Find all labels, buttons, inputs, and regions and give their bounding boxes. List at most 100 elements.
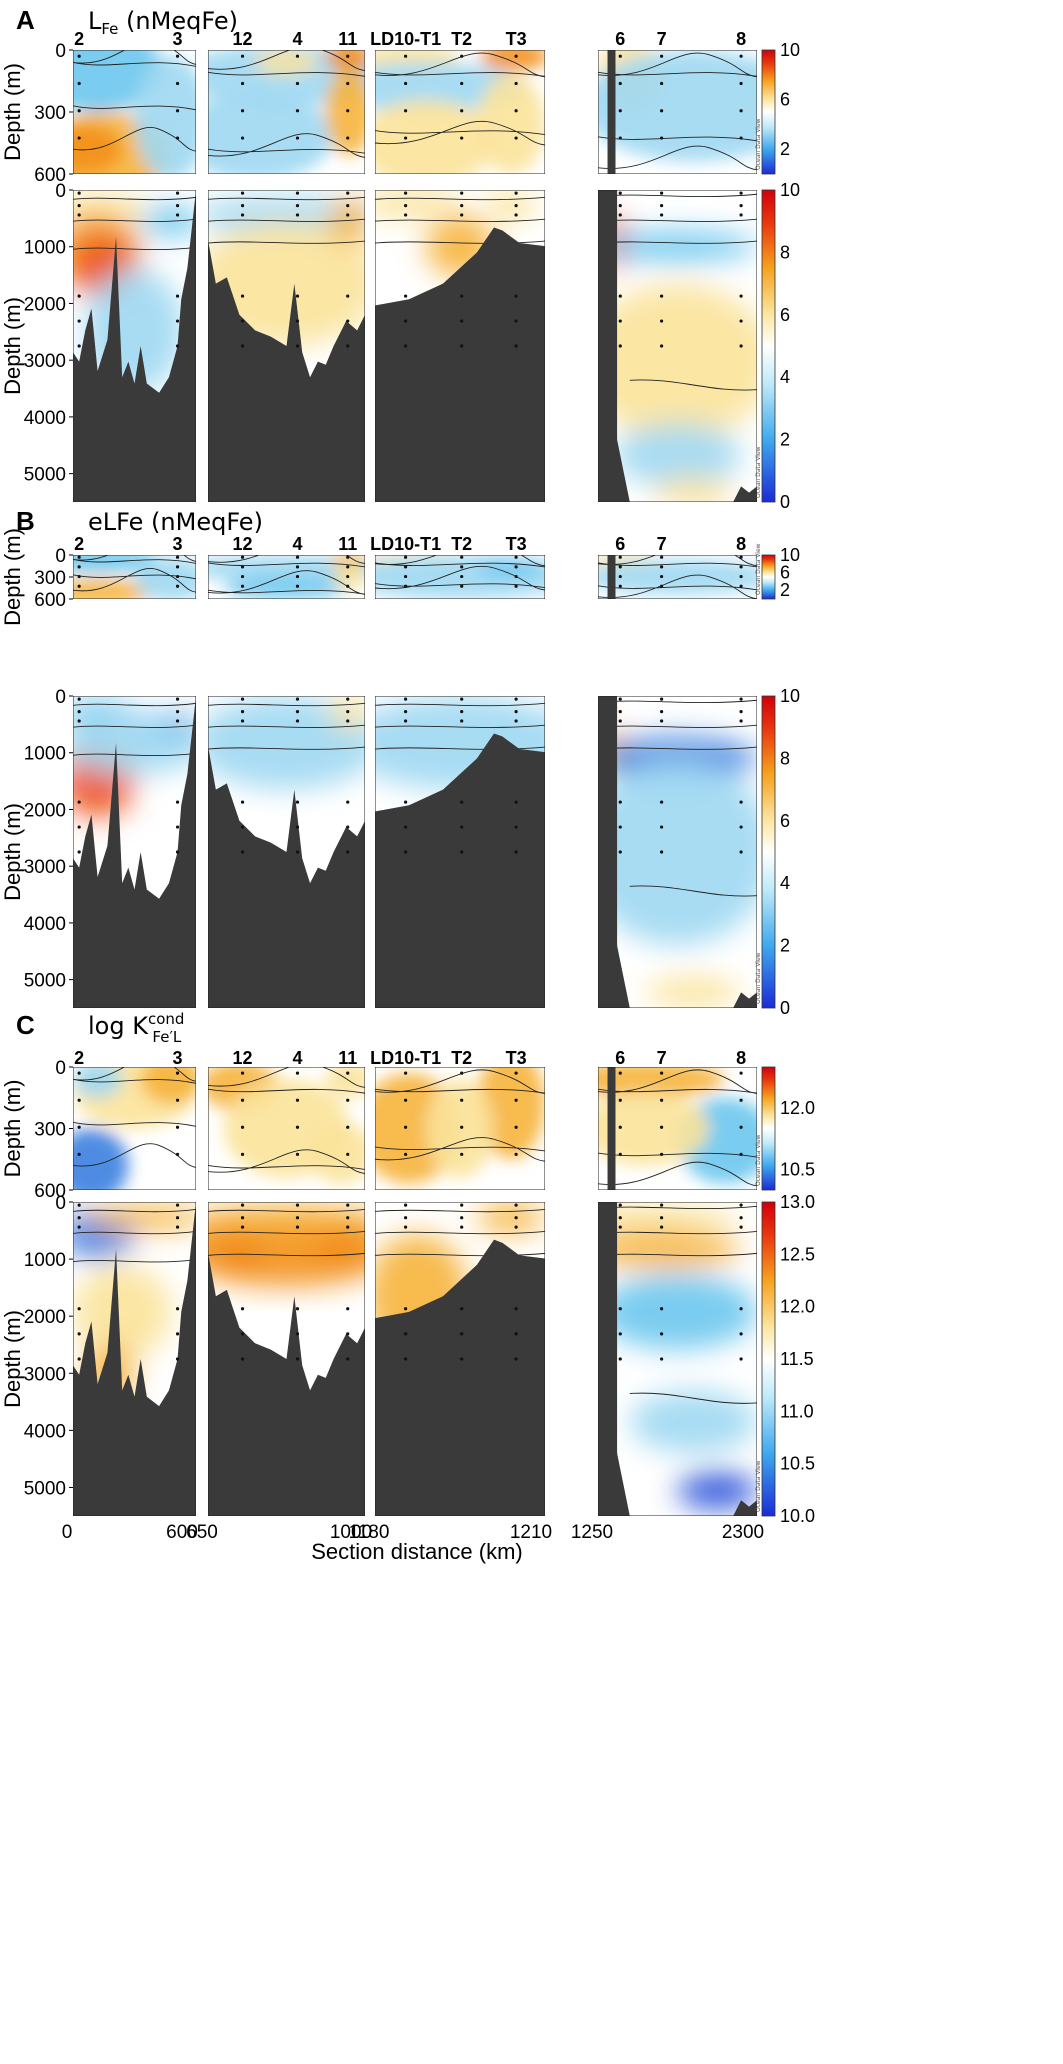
color-blob <box>310 1122 365 1184</box>
isopycnal-contour <box>375 52 545 78</box>
sample-point <box>240 294 245 298</box>
sample-point <box>660 584 664 588</box>
color-blob <box>134 557 196 599</box>
sample-point <box>660 1357 664 1361</box>
station-label: LD10-T1 <box>370 1048 441 1068</box>
station-label: T2 <box>451 1048 472 1068</box>
isopycnal-contour <box>73 1259 196 1263</box>
color-blob <box>325 50 365 72</box>
sample-point <box>240 584 245 588</box>
colorbar-tick-label: 6 <box>780 90 790 110</box>
y-tick-label: 300 <box>34 568 66 589</box>
colorbar <box>761 695 776 1009</box>
sample-point <box>404 1098 408 1102</box>
sample-point <box>660 1203 664 1207</box>
color-blob <box>477 1202 545 1234</box>
isopycnal-contour <box>208 1230 365 1235</box>
sample-point <box>346 81 350 86</box>
isopycnal-contour <box>73 105 196 152</box>
bathymetry <box>607 555 616 599</box>
odv-watermark: Ocean Data View <box>755 1460 762 1512</box>
color-blob <box>208 1205 365 1231</box>
sample-point <box>460 54 464 58</box>
sample-point <box>175 54 180 58</box>
sample-point <box>295 204 300 208</box>
depth-axis-label: Depth (m) <box>0 63 25 161</box>
colorbar-tick-label: 10 <box>780 180 800 200</box>
sample-point <box>660 574 664 579</box>
sample-point <box>346 1357 350 1361</box>
sample-point <box>77 1152 81 1156</box>
sample-point <box>514 1152 518 1156</box>
sample-point <box>295 1203 300 1207</box>
station-label: 11 <box>338 1048 357 1068</box>
colorbar <box>761 1066 776 1191</box>
sample-point <box>514 109 518 113</box>
sample-point <box>660 565 664 569</box>
color-blob <box>330 196 365 247</box>
sample-point <box>295 294 300 298</box>
isopycnal-contour <box>629 885 757 897</box>
color-blob <box>598 758 757 946</box>
sample-point <box>404 213 408 217</box>
bathymetry <box>607 696 618 1008</box>
sample-point <box>460 213 464 217</box>
sample-point <box>739 574 743 579</box>
sample-point <box>175 719 180 723</box>
sample-point <box>240 800 245 804</box>
depth-axis-label: Depth (m) <box>0 297 25 395</box>
sample-point <box>460 1307 464 1311</box>
section-B-lo-col3 <box>598 696 757 1008</box>
sample-point <box>295 319 300 323</box>
sample-point <box>618 719 622 723</box>
x-tick-label: 1250 <box>571 1522 613 1543</box>
sample-point <box>175 1216 180 1220</box>
isopycnal-contour <box>208 218 365 222</box>
sample-point <box>460 1216 464 1220</box>
x-tick-label: 1210 <box>510 1522 552 1543</box>
sample-point <box>404 800 408 804</box>
sample-point <box>295 344 300 348</box>
color-blob <box>645 976 742 1008</box>
section-B-up-col3 <box>598 555 757 599</box>
color-blob <box>208 50 365 106</box>
sample-point <box>404 1125 408 1129</box>
sample-point <box>240 1332 245 1336</box>
sample-point <box>739 1203 743 1207</box>
sample-point <box>77 800 81 804</box>
sample-point <box>175 319 180 323</box>
sample-point <box>240 204 245 208</box>
sample-point <box>618 109 622 113</box>
sample-point <box>660 555 664 559</box>
sample-point <box>514 584 518 588</box>
sample-point <box>460 109 464 113</box>
bathymetry <box>73 1202 196 1516</box>
sample-point <box>618 1216 622 1220</box>
sample-point <box>77 710 81 714</box>
sample-point <box>346 800 350 804</box>
color-blob <box>477 1067 545 1160</box>
color-blob <box>208 196 365 234</box>
sample-point <box>739 1152 743 1156</box>
sample-point <box>175 109 180 113</box>
section-C-up-col0 <box>73 1067 196 1190</box>
sample-point <box>240 574 245 579</box>
y-tick-label: 2000 <box>24 800 66 821</box>
isopycnal-contour <box>375 724 545 728</box>
sample-point <box>175 710 180 714</box>
station-label: 12 <box>233 1048 253 1068</box>
sample-point <box>660 319 664 323</box>
sample-point <box>660 213 664 217</box>
sample-point <box>346 136 350 140</box>
y-tick-label: 1000 <box>24 238 66 259</box>
sample-point <box>514 319 518 323</box>
colorbar <box>761 554 776 600</box>
sample-point <box>175 825 180 829</box>
sample-point <box>739 565 743 569</box>
colorbar-tick-label: 12.0 <box>780 1297 815 1317</box>
color-field <box>73 1205 196 1407</box>
station-label: T2 <box>451 29 472 49</box>
sample-point <box>175 1152 180 1156</box>
sample-point <box>175 1307 180 1311</box>
station-label: T3 <box>506 1048 527 1068</box>
